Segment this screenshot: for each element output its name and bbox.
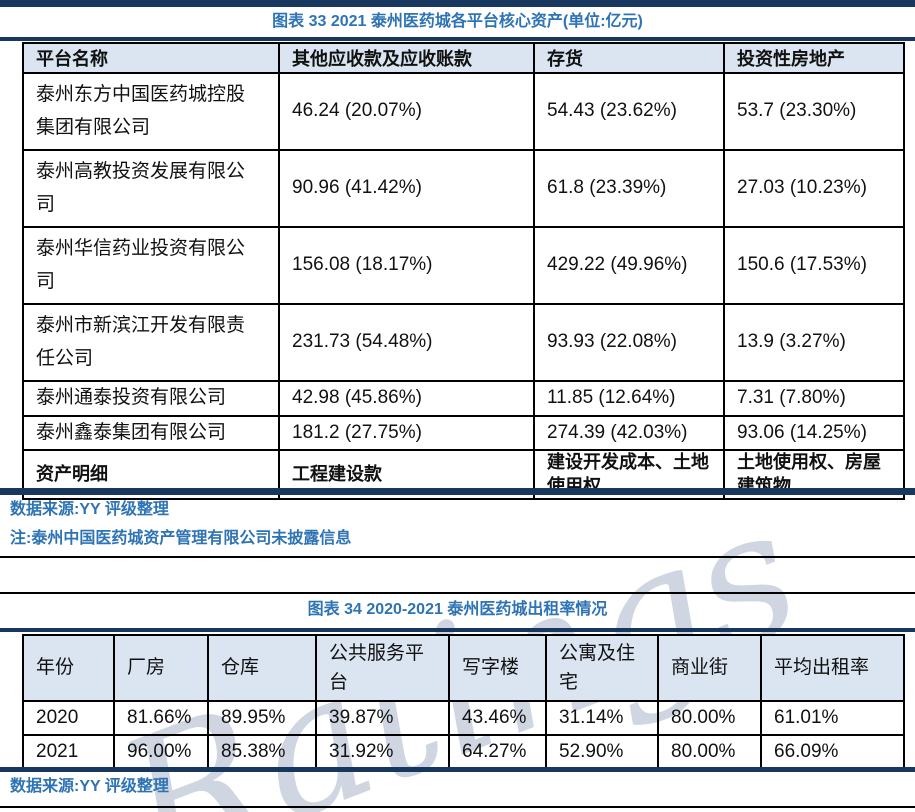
value-cell: 7.31 (7.80%) — [723, 380, 905, 417]
table-row: 泰州华信药业投资有限公司 156.08 (18.17%) 429.22 (49.… — [22, 226, 905, 305]
chart33-source: 数据来源:YY 评级整理 — [10, 501, 169, 518]
page-bottom-rule — [0, 806, 915, 808]
rate-cell: 80.00% — [657, 734, 762, 770]
table-row: 2021 96.00% 85.38% 31.92% 64.27% 52.90% … — [22, 734, 905, 770]
value-cell: 231.73 (54.48%) — [278, 303, 535, 382]
table-row: 泰州高教投资发展有限公司 90.96 (41.42%) 61.8 (23.39%… — [22, 149, 905, 228]
header-cell: 年份 — [22, 634, 115, 702]
table-row: 泰州鑫泰集团有限公司 181.2 (27.75%) 274.39 (42.03%… — [22, 414, 905, 452]
chart34-top-rule — [0, 592, 915, 594]
header-cell: 其他应收款及应收账款 — [278, 42, 535, 74]
chart34-bottom-bar — [0, 767, 915, 772]
year-cell: 2020 — [22, 700, 115, 736]
value-cell: 90.96 (41.42%) — [278, 149, 535, 228]
chart33-bottom-bar — [0, 488, 915, 495]
platform-name-cell: 泰州市新滨江开发有限责任公司 — [22, 303, 280, 382]
platform-name-cell: 泰州东方中国医药城控股集团有限公司 — [22, 72, 280, 151]
header-cell: 存货 — [533, 42, 725, 74]
value-cell: 54.43 (23.62%) — [533, 72, 725, 151]
year-cell: 2021 — [22, 734, 115, 770]
rate-cell: 96.00% — [113, 734, 209, 770]
value-cell: 181.2 (27.75%) — [278, 414, 535, 452]
table-row: 泰州东方中国医药城控股集团有限公司 46.24 (20.07%) 54.43 (… — [22, 72, 905, 151]
rate-cell: 66.09% — [760, 734, 905, 770]
rate-cell: 81.66% — [113, 700, 209, 736]
value-cell: 11.85 (12.64%) — [533, 380, 725, 417]
header-cell: 公寓及住宅 — [545, 634, 659, 702]
rate-cell: 31.92% — [315, 734, 450, 770]
table-row: 泰州通泰投资有限公司 42.98 (45.86%) 11.85 (12.64%)… — [22, 380, 905, 417]
header-cell: 平均出租率 — [760, 634, 905, 702]
top-section-bar — [0, 0, 915, 7]
table-row: 泰州市新滨江开发有限责任公司 231.73 (54.48%) 93.93 (22… — [22, 303, 905, 382]
header-cell: 仓库 — [207, 634, 317, 702]
chart34-title: 图表 34 2020-2021 泰州医药城出租率情况 — [307, 601, 608, 618]
table-header-row: 平台名称 其他应收款及应收账款 存货 投资性房地产 — [22, 42, 905, 74]
header-cell: 厂房 — [113, 634, 209, 702]
platform-name-cell: 泰州华信药业投资有限公司 — [22, 226, 280, 305]
chart34-source: 数据来源:YY 评级整理 — [10, 778, 169, 795]
value-cell: 156.08 (18.17%) — [278, 226, 535, 305]
rate-cell: 31.14% — [545, 700, 659, 736]
chart33-title-rule — [0, 37, 915, 41]
value-cell: 61.8 (23.39%) — [533, 149, 725, 228]
header-cell: 写字楼 — [448, 634, 547, 702]
chart33-note: 注:泰州中国医药城资产管理有限公司未披露信息 — [10, 530, 352, 547]
chart34-title-rule — [0, 628, 915, 632]
header-cell: 公共服务平台 — [315, 634, 450, 702]
rate-cell: 61.01% — [760, 700, 905, 736]
header-cell: 投资性房地产 — [723, 42, 905, 74]
table-row: 2020 81.66% 89.95% 39.87% 43.46% 31.14% … — [22, 700, 905, 736]
occupancy-rate-table: 年份 厂房 仓库 公共服务平台 写字楼 公寓及住宅 商业街 平均出租率 2020… — [22, 634, 905, 770]
rate-cell: 80.00% — [657, 700, 762, 736]
value-cell: 27.03 (10.23%) — [723, 149, 905, 228]
platform-name-cell: 泰州鑫泰集团有限公司 — [22, 414, 280, 452]
section-divider-rule — [0, 556, 915, 558]
value-cell: 13.9 (3.27%) — [723, 303, 905, 382]
value-cell: 46.24 (20.07%) — [278, 72, 535, 151]
value-cell: 93.93 (22.08%) — [533, 303, 725, 382]
platform-name-cell: 泰州高教投资发展有限公司 — [22, 149, 280, 228]
rate-cell: 43.46% — [448, 700, 547, 736]
chart33-title: 图表 33 2021 泰州医药城各平台核心资产(单位:亿元) — [272, 13, 643, 30]
value-cell: 274.39 (42.03%) — [533, 414, 725, 452]
rate-cell: 52.90% — [545, 734, 659, 770]
rate-cell: 85.38% — [207, 734, 317, 770]
value-cell: 53.7 (23.30%) — [723, 72, 905, 151]
header-cell: 平台名称 — [22, 42, 280, 74]
rate-cell: 39.87% — [315, 700, 450, 736]
value-cell: 93.06 (14.25%) — [723, 414, 905, 452]
platform-name-cell: 泰州通泰投资有限公司 — [22, 380, 280, 417]
value-cell: 429.22 (49.96%) — [533, 226, 725, 305]
core-assets-table: 平台名称 其他应收款及应收账款 存货 投资性房地产 泰州东方中国医药城控股集团有… — [22, 42, 905, 501]
table-header-row: 年份 厂房 仓库 公共服务平台 写字楼 公寓及住宅 商业街 平均出租率 — [22, 634, 905, 702]
value-cell: 150.6 (17.53%) — [723, 226, 905, 305]
value-cell: 42.98 (45.86%) — [278, 380, 535, 417]
rate-cell: 89.95% — [207, 700, 317, 736]
rate-cell: 64.27% — [448, 734, 547, 770]
header-cell: 商业街 — [657, 634, 762, 702]
